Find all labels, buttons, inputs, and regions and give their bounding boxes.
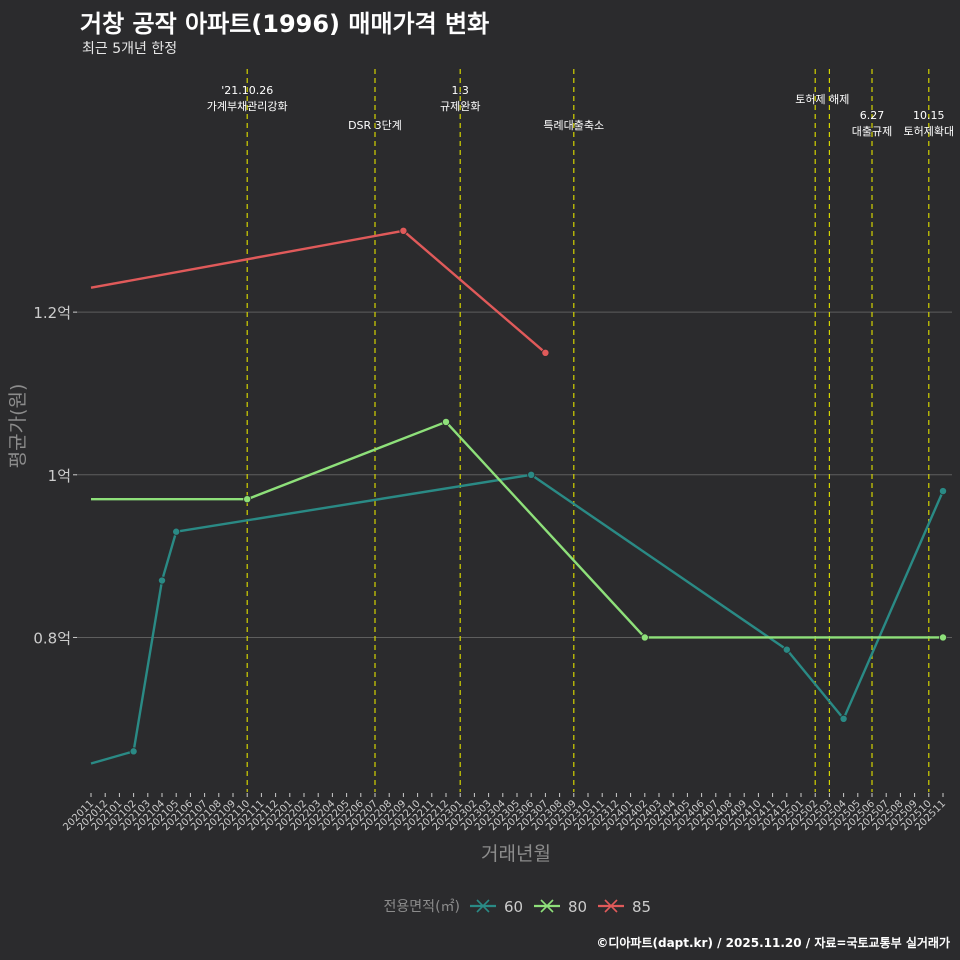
series-line-60 [90, 473, 945, 765]
legend-key-cross [476, 899, 490, 913]
event-annotation: 가계부채관리강화 [207, 100, 288, 113]
event-annotation: '21.10.26 [221, 84, 273, 97]
data-point-60 [172, 527, 181, 536]
data-point-60 [129, 747, 138, 756]
data-point-60 [157, 576, 166, 585]
legend-label-80: 80 [568, 898, 587, 916]
data-point-85 [399, 226, 408, 235]
event-annotation: 토허제 해제 [795, 92, 849, 106]
legend-key-cross [604, 899, 618, 913]
y-tick-label: 0.8억 [33, 629, 71, 647]
source-caption: ©디아파트(dapt.kr) / 2025.11.20 / 자료=국토교통부 실… [596, 936, 950, 950]
legend-key-cross [540, 899, 554, 913]
data-point-60 [527, 470, 536, 479]
y-tick-label: 1.2억 [33, 304, 71, 322]
event-annotation: 6.27 [860, 109, 885, 122]
event-annotation: DSR 3단계 [348, 119, 402, 132]
legend-label-85: 85 [632, 898, 651, 916]
event-annotation: 10.15 [913, 109, 945, 122]
y-axis-title: 평균가(원) [7, 384, 29, 469]
data-point-80 [640, 633, 649, 642]
data-point-80 [441, 417, 450, 426]
data-point-60 [939, 487, 948, 496]
event-annotation: 1.3 [451, 84, 469, 97]
y-tick-label: 1억 [48, 467, 71, 485]
event-annotation: 대출규제 [852, 125, 892, 138]
legend-label-60: 60 [504, 898, 523, 916]
chart-subtitle: 최근 5개년 한정 [82, 41, 178, 57]
series-line-85 [90, 229, 547, 354]
event-annotation: 토허제확대 [903, 125, 954, 138]
event-annotation: 규제완화 [440, 100, 480, 113]
data-point-60 [782, 645, 791, 654]
data-point-60 [839, 714, 848, 723]
legend-title: 전용면적(㎡) [384, 899, 460, 915]
chart-title: 거창 공작 아파트(1996) 매매가격 변화 [80, 10, 490, 38]
data-point-80 [243, 495, 252, 504]
data-point-80 [939, 633, 948, 642]
x-axis-title: 거래년월 [481, 843, 551, 865]
event-annotation: 특례대출축소 [543, 119, 604, 132]
data-point-85 [541, 348, 550, 357]
